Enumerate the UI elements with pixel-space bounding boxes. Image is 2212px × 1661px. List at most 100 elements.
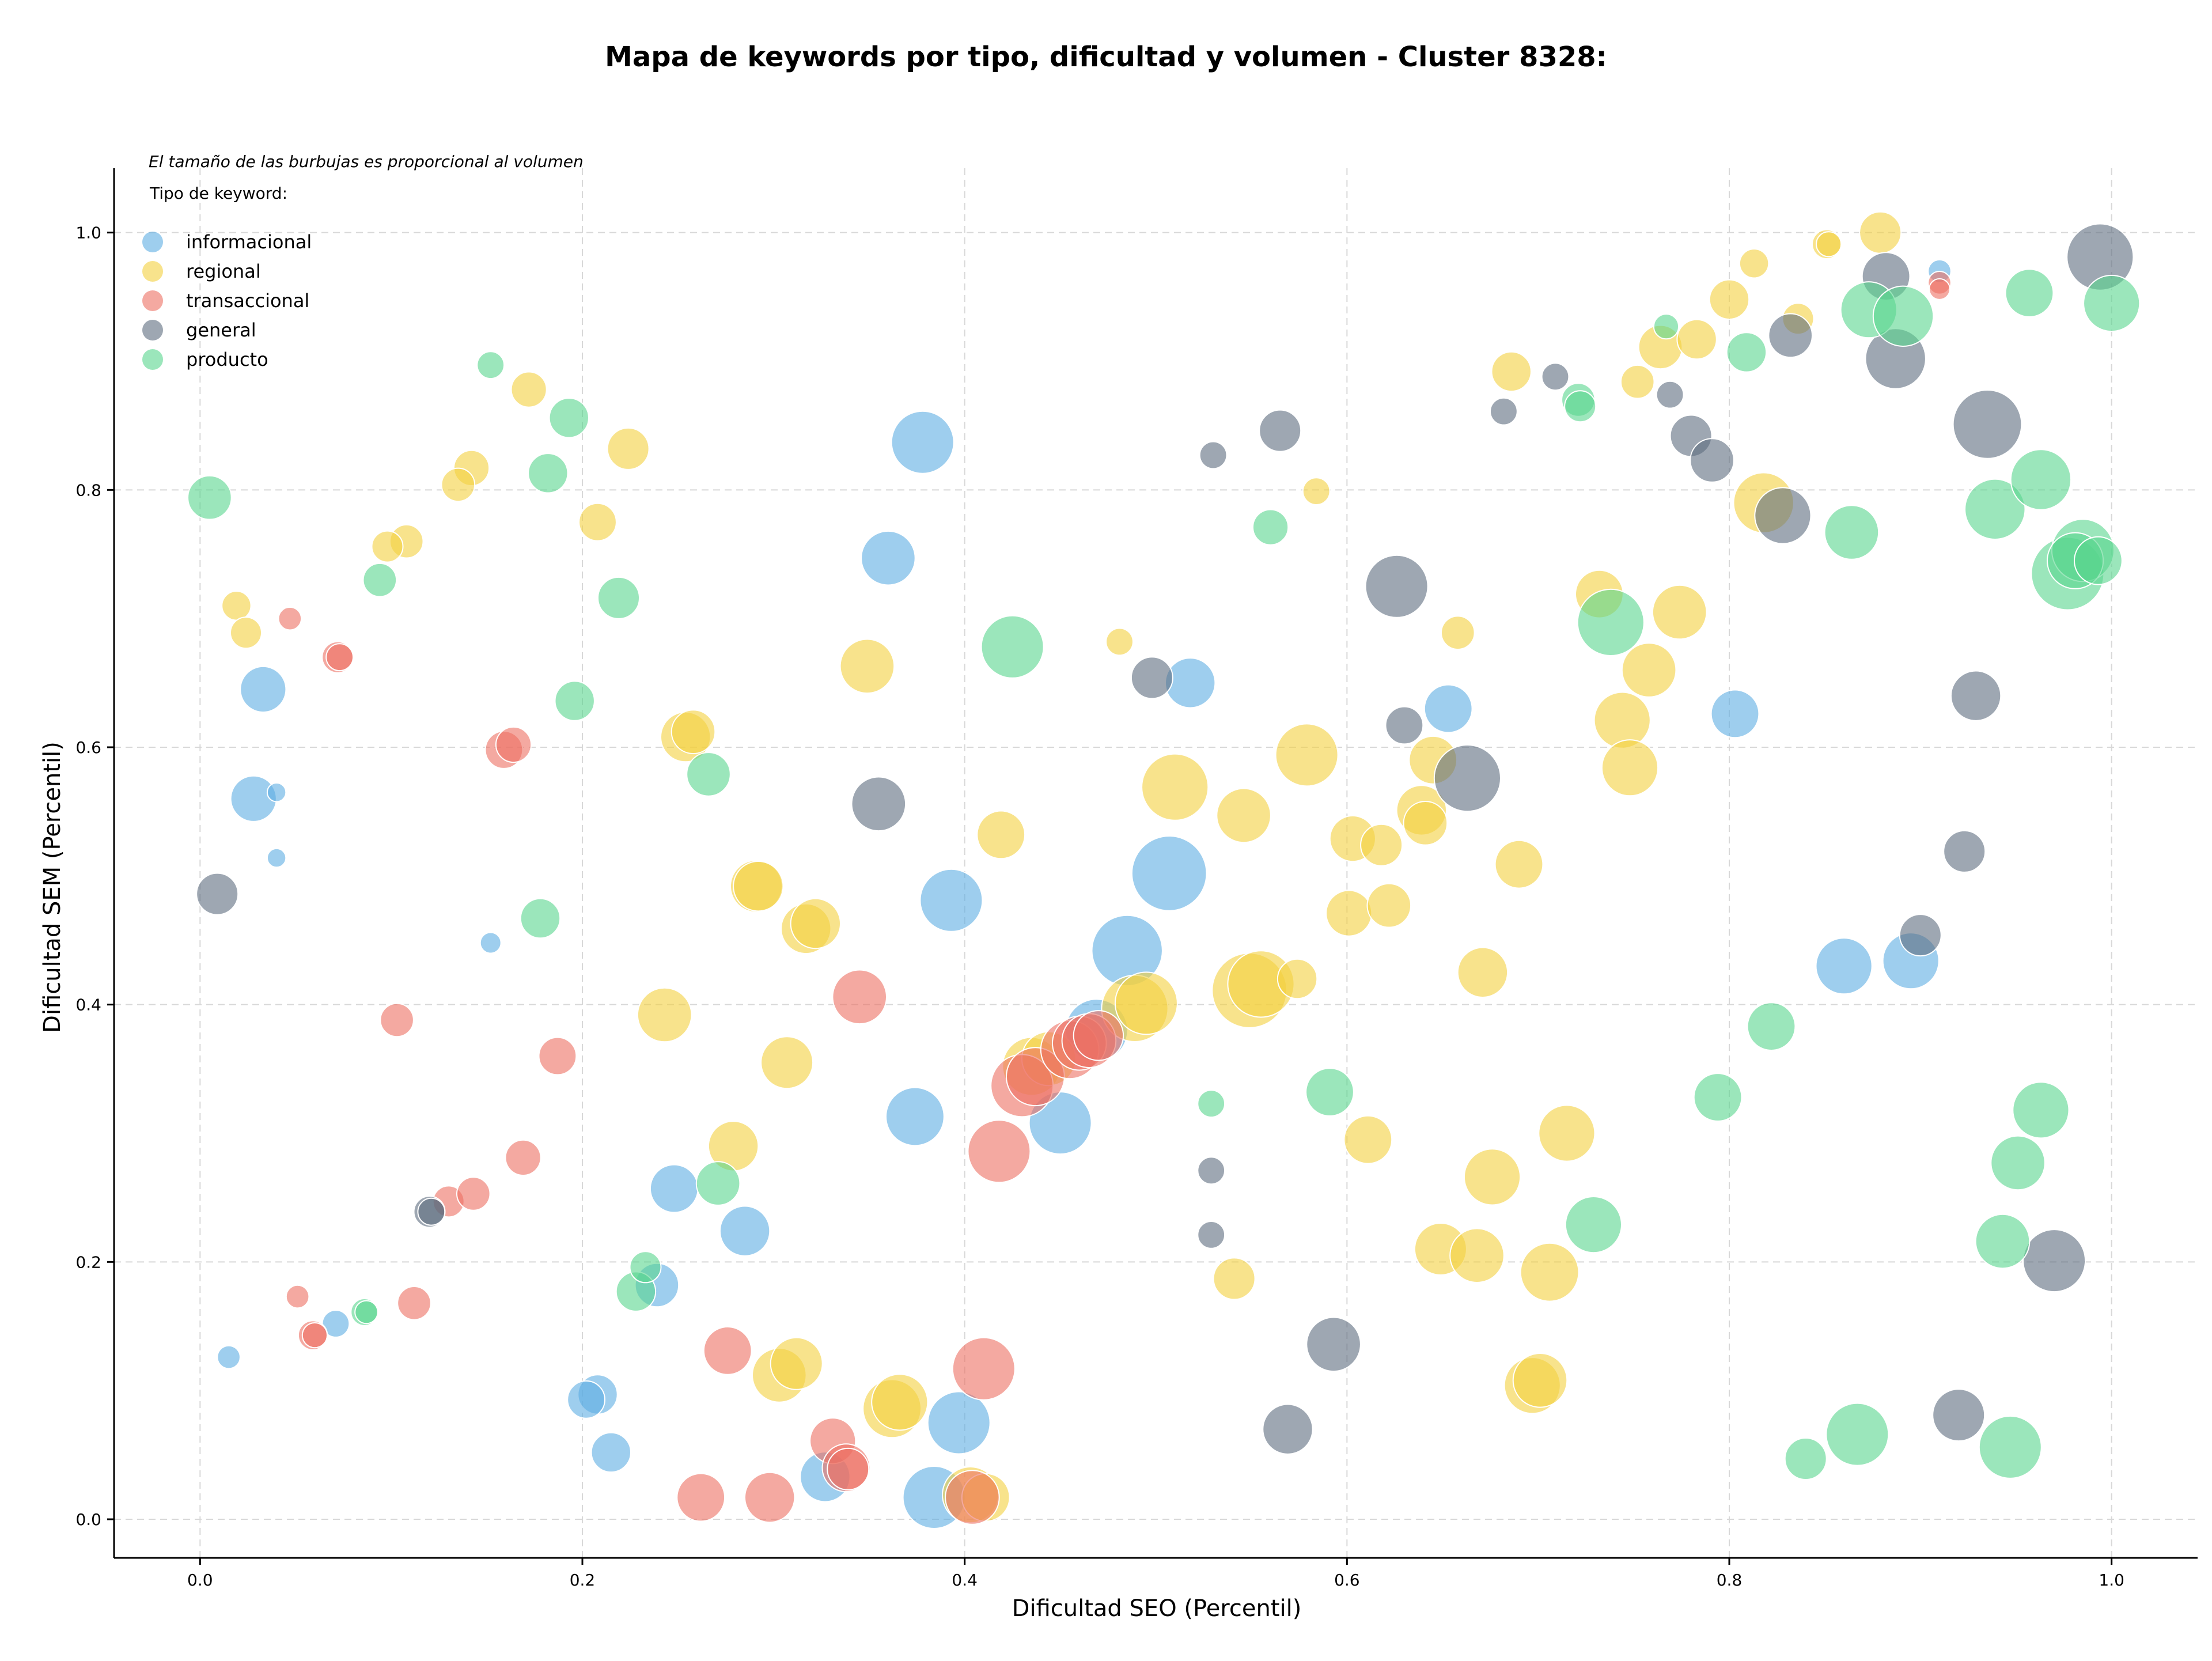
bubble-transaccional <box>285 1284 310 1309</box>
bubble-regional <box>1593 691 1651 749</box>
bubble-regional <box>871 1374 929 1431</box>
bubble-transaccional <box>505 1139 541 1176</box>
data-points <box>187 211 2141 1529</box>
legend-label-transaccional: transaccional <box>186 290 309 312</box>
bubble-regional <box>1601 739 1659 797</box>
bubble-regional <box>1403 801 1448 846</box>
legend-marker-informacional <box>142 232 163 252</box>
legend-label-regional: regional <box>186 260 261 282</box>
bubble-regional <box>1520 1242 1580 1302</box>
bubble-producto <box>187 475 232 520</box>
bubble-general <box>417 1197 446 1226</box>
bubble-regional <box>1275 723 1339 787</box>
bubble-informacional <box>266 847 287 868</box>
bubble-general <box>1306 1316 1361 1372</box>
x-tick-label: 0.4 <box>952 1571 978 1590</box>
bubble-general <box>1262 1403 1313 1455</box>
bubble-producto <box>476 351 505 380</box>
bubble-transaccional <box>945 1470 1000 1525</box>
bubble-producto <box>1693 1073 1743 1122</box>
bubble-transaccional <box>744 1471 796 1523</box>
bubble-transaccional <box>952 1337 1016 1401</box>
bubble-transaccional <box>456 1176 491 1211</box>
bubble-transaccional <box>703 1326 752 1375</box>
bubble-regional <box>1457 947 1509 998</box>
legend: El tamaño de las burbujas es proporciona… <box>142 152 584 370</box>
bubble-transaccional <box>325 643 354 672</box>
bubble-regional <box>1494 839 1544 889</box>
bubble-transaccional <box>967 1119 1031 1183</box>
axes: 0.0 0.2 0.4 0.6 0.8 1.0 0.0 0.2 0.4 0.6 0.8 1.0 <box>75 168 2198 1590</box>
legend-label-producto: producto <box>186 349 268 370</box>
bubble-regional <box>637 987 692 1043</box>
bubble-producto <box>2005 268 2054 318</box>
bubble-regional <box>770 1337 823 1390</box>
bubble-producto <box>1564 390 1597 423</box>
bubble-informacional <box>861 530 916 586</box>
bubble-regional <box>221 591 252 621</box>
legend-marker-producto <box>142 349 163 370</box>
bubble-producto <box>1747 1002 1796 1051</box>
y-tick-label: 0.4 <box>75 996 101 1015</box>
bubble-general <box>2022 1229 2086 1293</box>
bubble-general <box>1433 744 1501 812</box>
bubble-producto <box>1990 1135 2046 1191</box>
bubble-transaccional <box>397 1286 431 1321</box>
bubble-general <box>1365 554 1429 618</box>
bubble-regional <box>1360 823 1403 867</box>
bubble-informacional <box>240 665 287 713</box>
bubble-general <box>1259 409 1302 452</box>
legend-title: Tipo de keyword: <box>149 184 287 203</box>
bubble-producto <box>520 898 561 939</box>
bubble-regional <box>1213 1257 1256 1300</box>
bubble-regional <box>1449 1228 1505 1283</box>
bubble-regional <box>1441 615 1475 650</box>
bubble-general <box>1952 389 2022 459</box>
bubble-producto <box>1197 1089 1226 1118</box>
bubble-regional <box>1491 351 1532 392</box>
bubble-size-note: El tamaño de las burbujas es proporciona… <box>149 152 584 171</box>
bubble-general <box>196 872 239 915</box>
bubble-general <box>1943 830 1986 873</box>
y-tick-label: 0.6 <box>75 738 101 757</box>
y-tick-label: 0.8 <box>75 480 101 500</box>
x-tick-label: 0.8 <box>1717 1571 1743 1590</box>
bubble-producto <box>554 680 595 721</box>
legend-label-informacional: informacional <box>186 231 312 253</box>
bubble-producto <box>1252 509 1289 546</box>
bubble-informacional <box>919 868 983 932</box>
bubble-producto <box>2010 449 2072 510</box>
y-axis-label: Dificultad SEM (Percentil) <box>39 741 66 1033</box>
bubble-producto <box>1978 1415 2042 1479</box>
bubble-general <box>1130 656 1173 699</box>
bubble-producto <box>980 615 1044 679</box>
bubble-producto <box>1653 313 1680 340</box>
bubble-general <box>1385 706 1424 745</box>
bubble-regional <box>760 1036 814 1089</box>
bubble-informacional <box>1423 684 1473 733</box>
bubble-informacional <box>1710 689 1760 739</box>
bubble-regional <box>1512 1353 1568 1408</box>
bubble-producto <box>629 1251 662 1284</box>
bubble-general <box>1768 313 1813 358</box>
legend-marker-regional <box>142 261 163 282</box>
bubble-regional <box>976 810 1026 860</box>
bubble-general <box>1690 438 1734 483</box>
x-tick-label: 0.6 <box>1334 1571 1360 1590</box>
bubble-regional <box>1652 584 1707 640</box>
bubble-general <box>1754 487 1812 544</box>
bubble-regional <box>1816 231 1842 258</box>
bubble-regional <box>790 898 842 949</box>
bubble-general <box>851 776 907 832</box>
bubble-regional <box>1366 883 1412 928</box>
bubble-regional <box>1105 627 1134 656</box>
bubble-producto <box>1975 1213 2031 1269</box>
bubble-informacional <box>217 1345 241 1369</box>
bubble-producto <box>362 562 397 597</box>
bubble-informacional <box>1815 937 1873 995</box>
bubble-transaccional <box>301 1322 328 1349</box>
bubble-informacional <box>590 1432 632 1473</box>
bubble-transaccional <box>495 726 532 763</box>
y-tick-label: 1.0 <box>75 224 101 243</box>
